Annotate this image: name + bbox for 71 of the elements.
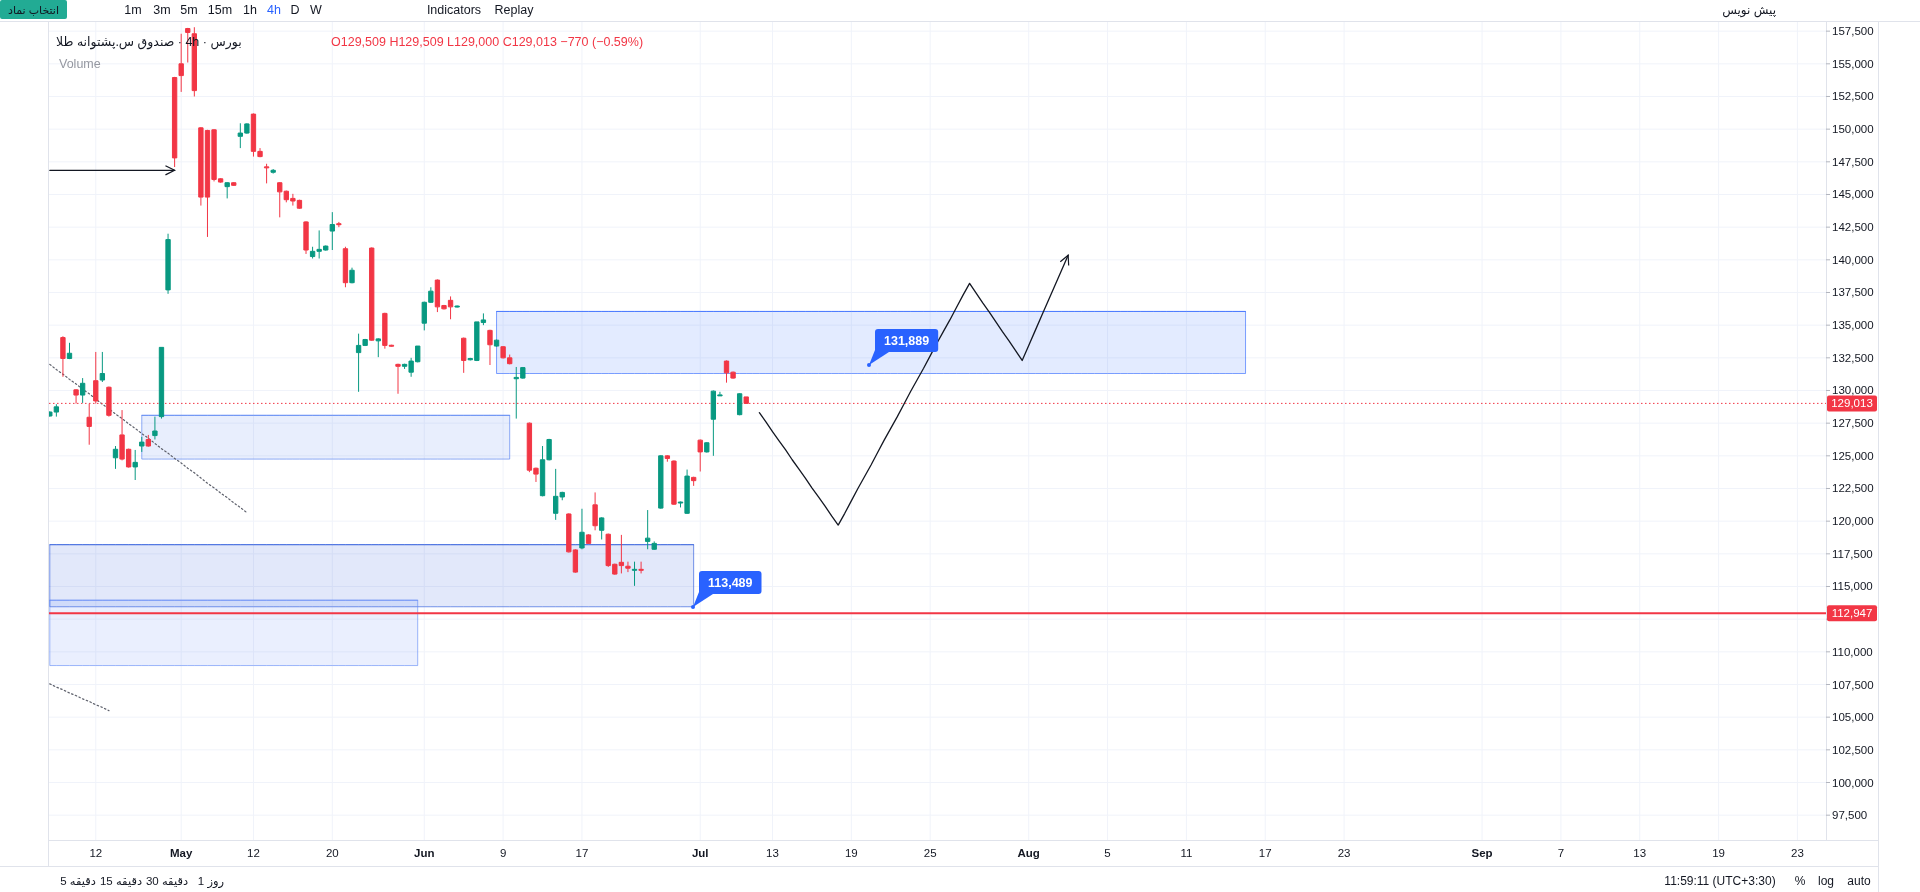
annotation: 113,489 — [708, 576, 753, 590]
y-tick-label: 157,500 — [1832, 25, 1874, 38]
x-tick-label: Sep — [1471, 847, 1493, 859]
text: Indicators — [426, 3, 482, 17]
x-tick-label: 17 — [575, 847, 589, 859]
x-tick-label: 11 — [1180, 847, 1193, 859]
text: 15 دقیقه — [99, 875, 143, 887]
x-tick-label: 12 — [247, 847, 260, 859]
y-tick-label: 107,500 — [1832, 678, 1874, 691]
x-tick-label: 23 — [1791, 847, 1804, 859]
y-tick-label: 120,000 — [1832, 515, 1874, 528]
text: 30 دقیقه — [145, 875, 189, 887]
x-tick-label: 13 — [1633, 847, 1647, 859]
y-tick-label: 115,000 — [1832, 580, 1873, 593]
y-tick-label: 150,000 — [1832, 123, 1874, 136]
y-tick-label: 155,000 — [1832, 57, 1874, 70]
text: % — [1794, 874, 1806, 888]
text: Replay — [494, 3, 535, 17]
x-tick-label: May — [170, 847, 193, 859]
y-tick-label: 102,500 — [1832, 743, 1874, 756]
y-tick-label: 140,000 — [1832, 253, 1874, 266]
annotation: Volume — [59, 57, 101, 71]
x-tick-label: 25 — [923, 847, 937, 859]
x-tick-label: 9 — [499, 847, 507, 859]
y-tick-label: 122,500 — [1832, 482, 1874, 495]
x-tick-label: Aug — [1017, 847, 1040, 859]
x-tick-label: Jul — [691, 847, 709, 859]
text: 1 روز — [197, 875, 225, 889]
ref-line-label: 129,013 — [1831, 397, 1873, 410]
text: 11:59:11 (UTC+3:30) — [1664, 874, 1776, 888]
text: log — [1817, 874, 1835, 888]
text: 1m — [124, 3, 142, 17]
ref-line-label: 112,947 — [1831, 607, 1873, 620]
text: 5m — [180, 3, 198, 17]
text: D — [290, 3, 300, 17]
y-tick-label: 105,000 — [1832, 711, 1874, 724]
text: 4h — [267, 3, 281, 17]
y-tick-label: 142,500 — [1832, 221, 1874, 234]
y-tick-label: 130,000 — [1832, 384, 1874, 397]
text: 1h — [243, 3, 257, 17]
y-tick-label: 125,000 — [1832, 449, 1874, 462]
x-tick-label: 12 — [89, 847, 103, 859]
x-tick-label: 23 — [1337, 847, 1351, 859]
x-tick-label: 7 — [1557, 847, 1565, 859]
x-tick-label: 20 — [325, 847, 339, 859]
y-tick-label: 152,500 — [1832, 90, 1874, 103]
text: auto — [1847, 874, 1871, 888]
text: W — [310, 3, 323, 17]
text: پیش نویس — [1722, 3, 1776, 18]
x-tick-label: 19 — [1712, 847, 1725, 859]
y-tick-label: 117,500 — [1832, 547, 1873, 560]
x-tick-label: Jun — [414, 847, 435, 859]
y-tick-label: 97,500 — [1832, 809, 1868, 822]
x-tick-label: 13 — [766, 847, 779, 859]
text: انتخاب نماد — [8, 4, 59, 16]
y-tick-label: 110,000 — [1832, 645, 1873, 658]
text: 3m — [153, 3, 171, 17]
text: 15m — [207, 3, 233, 17]
text: O129,509 H129,509 L129,000 C129,013 −770 (−0.59%) — [331, 35, 644, 49]
x-tick-label: 19 — [844, 847, 858, 859]
x-tick-label: 5 — [1104, 847, 1111, 859]
text: 5 دقیقه — [60, 875, 96, 887]
y-tick-label: 137,500 — [1832, 286, 1874, 299]
y-tick-label: 147,500 — [1832, 155, 1874, 168]
y-tick-label: 135,000 — [1832, 319, 1874, 332]
x-tick-label: 17 — [1258, 847, 1272, 859]
annotation: 131,889 — [884, 334, 930, 348]
y-tick-label: 132,500 — [1832, 351, 1874, 364]
y-tick-label: 127,500 — [1832, 417, 1874, 430]
y-tick-label: 100,000 — [1832, 776, 1874, 789]
y-tick-label: 145,000 — [1832, 188, 1874, 201]
